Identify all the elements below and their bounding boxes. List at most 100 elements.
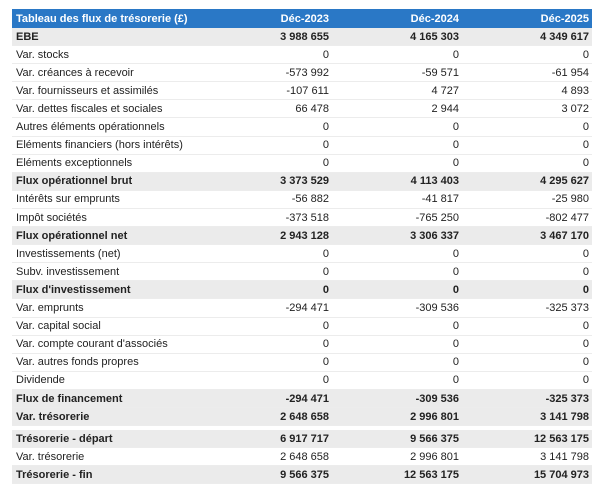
cell-value: 0 [582, 265, 589, 278]
table-row: Trésorerie - fin 9 566 375 12 563 175 15 70… [12, 466, 592, 485]
cell-value: 0 [322, 265, 329, 278]
table-row: Var. stocks 0 0 0 [12, 46, 592, 65]
table-title: Tableau des flux de trésorerie (£) [16, 12, 188, 25]
row-label: Autres éléments opérationnels [16, 121, 165, 133]
cell-value: 0 [322, 48, 329, 61]
cell-value: 0 [452, 356, 459, 369]
cell-value: 15 704 973 [533, 468, 589, 481]
cell-value: 3 306 337 [410, 229, 459, 242]
row-label: Var. dettes fiscales et sociales [16, 102, 163, 115]
cell-value: 0 [452, 247, 459, 260]
cell-value: 0 [322, 338, 329, 351]
row-label: Var. compte courant d'associés [16, 338, 168, 351]
cell-value: 0 [322, 320, 329, 333]
cell-value: 0 [582, 356, 589, 369]
table-row: Flux d'investissement 0 0 0 [12, 281, 592, 300]
cell-value: 9 566 375 [410, 432, 459, 445]
cell-value: 0 [452, 338, 459, 351]
cell-value: 0 [582, 374, 589, 387]
cell-value: 2 648 658 [280, 450, 329, 463]
row-label: Impôt sociétés [16, 211, 87, 224]
cell-value: 0 [452, 320, 459, 333]
row-label: Var. autres fonds propres [16, 356, 139, 369]
cell-value: 0 [452, 157, 459, 170]
cell-value: 0 [322, 247, 329, 260]
cell-value: 0 [582, 320, 589, 333]
cell-value: 0 [322, 356, 329, 369]
cell-value: 0 [452, 283, 459, 296]
table-row: Var. créances à recevoir -573 992 -59 571 -… [12, 64, 592, 83]
table-row: Eléments exceptionnels 0 0 0 [12, 155, 592, 173]
table-row: Dividende 0 0 0 [12, 372, 592, 390]
table-row: Subv. investissement 0 0 0 [12, 263, 592, 282]
table-header: Tableau des flux de trésorerie (£) Déc-20… [12, 9, 592, 28]
cell-value: 9 566 375 [280, 468, 329, 481]
table-row: Var. capital social 0 0 0 [12, 318, 592, 336]
cell-value: 0 [322, 157, 329, 170]
table-row: Var. dettes fiscales et sociales 66 478 2 … [12, 100, 592, 119]
row-label: Intérêts sur emprunts [16, 193, 120, 206]
cell-value: -373 518 [285, 211, 329, 224]
cell-value: 0 [582, 157, 589, 170]
cell-value: -59 571 [421, 66, 459, 79]
cell-value: Déc-2025 [540, 12, 589, 25]
row-label: Flux opérationnel brut [16, 175, 133, 188]
cell-value: 3 141 798 [540, 450, 589, 463]
cell-value: 2 944 [431, 102, 459, 115]
row-label: Subv. investissement [16, 265, 120, 278]
cell-value: -765 250 [415, 211, 459, 224]
row-label: Var. trésorerie [16, 410, 90, 423]
row-label: Eléments exceptionnels [16, 157, 133, 170]
cell-value: 4 893 [561, 84, 589, 97]
cell-value: 0 [582, 139, 589, 152]
cell-value: Déc-2023 [280, 12, 329, 25]
cell-value: 0 [322, 139, 329, 152]
cell-value: 2 996 801 [410, 410, 459, 423]
row-label: Var. emprunts [16, 302, 84, 314]
cell-value: 3 467 170 [540, 229, 589, 242]
cell-value: -41 817 [421, 193, 459, 206]
cell-value: 0 [452, 374, 459, 387]
cell-value: 0 [452, 265, 459, 278]
cell-value: -107 611 [286, 84, 329, 97]
cell-value: -294 471 [285, 392, 329, 405]
cell-value: 6 917 717 [280, 432, 329, 445]
row-label: Var. stocks [16, 48, 69, 61]
row-label: Var. créances à recevoir [16, 66, 134, 79]
row-label: Trésorerie - fin [16, 468, 93, 481]
cell-value: 3 141 798 [540, 410, 589, 423]
row-label: Trésorerie - départ [16, 432, 113, 445]
table-row: Var. compte courant d'associés 0 0 0 [12, 336, 592, 354]
row-label: Investissements (net) [16, 247, 121, 260]
cell-value: 0 [582, 283, 589, 296]
table-row: Var. emprunts -294 471 -309 536 -325 373 [12, 300, 592, 318]
cell-value: 4 165 303 [410, 30, 459, 43]
row-label: Var. capital social [16, 320, 101, 333]
table-row: Var. trésorerie 2 648 658 2 996 801 3 141 7… [12, 408, 592, 427]
table-row: Investissements (net) 0 0 0 [12, 245, 592, 264]
cell-value: -309 536 [415, 302, 459, 314]
cell-value: -573 992 [285, 66, 329, 79]
cell-value: -309 536 [415, 392, 459, 405]
table-row: EBE 3 988 655 4 165 303 4 349 617 [12, 28, 592, 46]
cell-value: -25 980 [551, 193, 589, 206]
cell-value: Déc-2024 [410, 12, 459, 25]
row-label: EBE [16, 30, 39, 43]
row-label: Flux d'investissement [16, 283, 131, 296]
row-label: Flux opérationnel net [16, 229, 128, 242]
row-label: Eléments financiers (hors intérêts) [16, 139, 183, 152]
cell-value: 0 [582, 247, 589, 260]
cell-value: 4 727 [431, 84, 459, 97]
cell-value: 0 [322, 374, 329, 387]
table-row: Autres éléments opérationnels 0 0 0 [12, 119, 592, 137]
cell-value: 3 072 [561, 102, 589, 115]
table-row: Flux de financement -294 471 -309 536 -325 … [12, 390, 592, 408]
cell-value: 0 [322, 283, 329, 296]
table-row: Var. fournisseurs et assimilés -107 611 4 … [12, 82, 592, 101]
table-row: Impôt sociétés -373 518 -765 250 -802 477 [12, 209, 592, 227]
row-label: Var. fournisseurs et assimilés [16, 84, 159, 97]
cell-value: -802 477 [545, 211, 589, 224]
cell-value: 12 563 175 [533, 432, 589, 445]
cell-value: 4 113 403 [410, 175, 459, 188]
